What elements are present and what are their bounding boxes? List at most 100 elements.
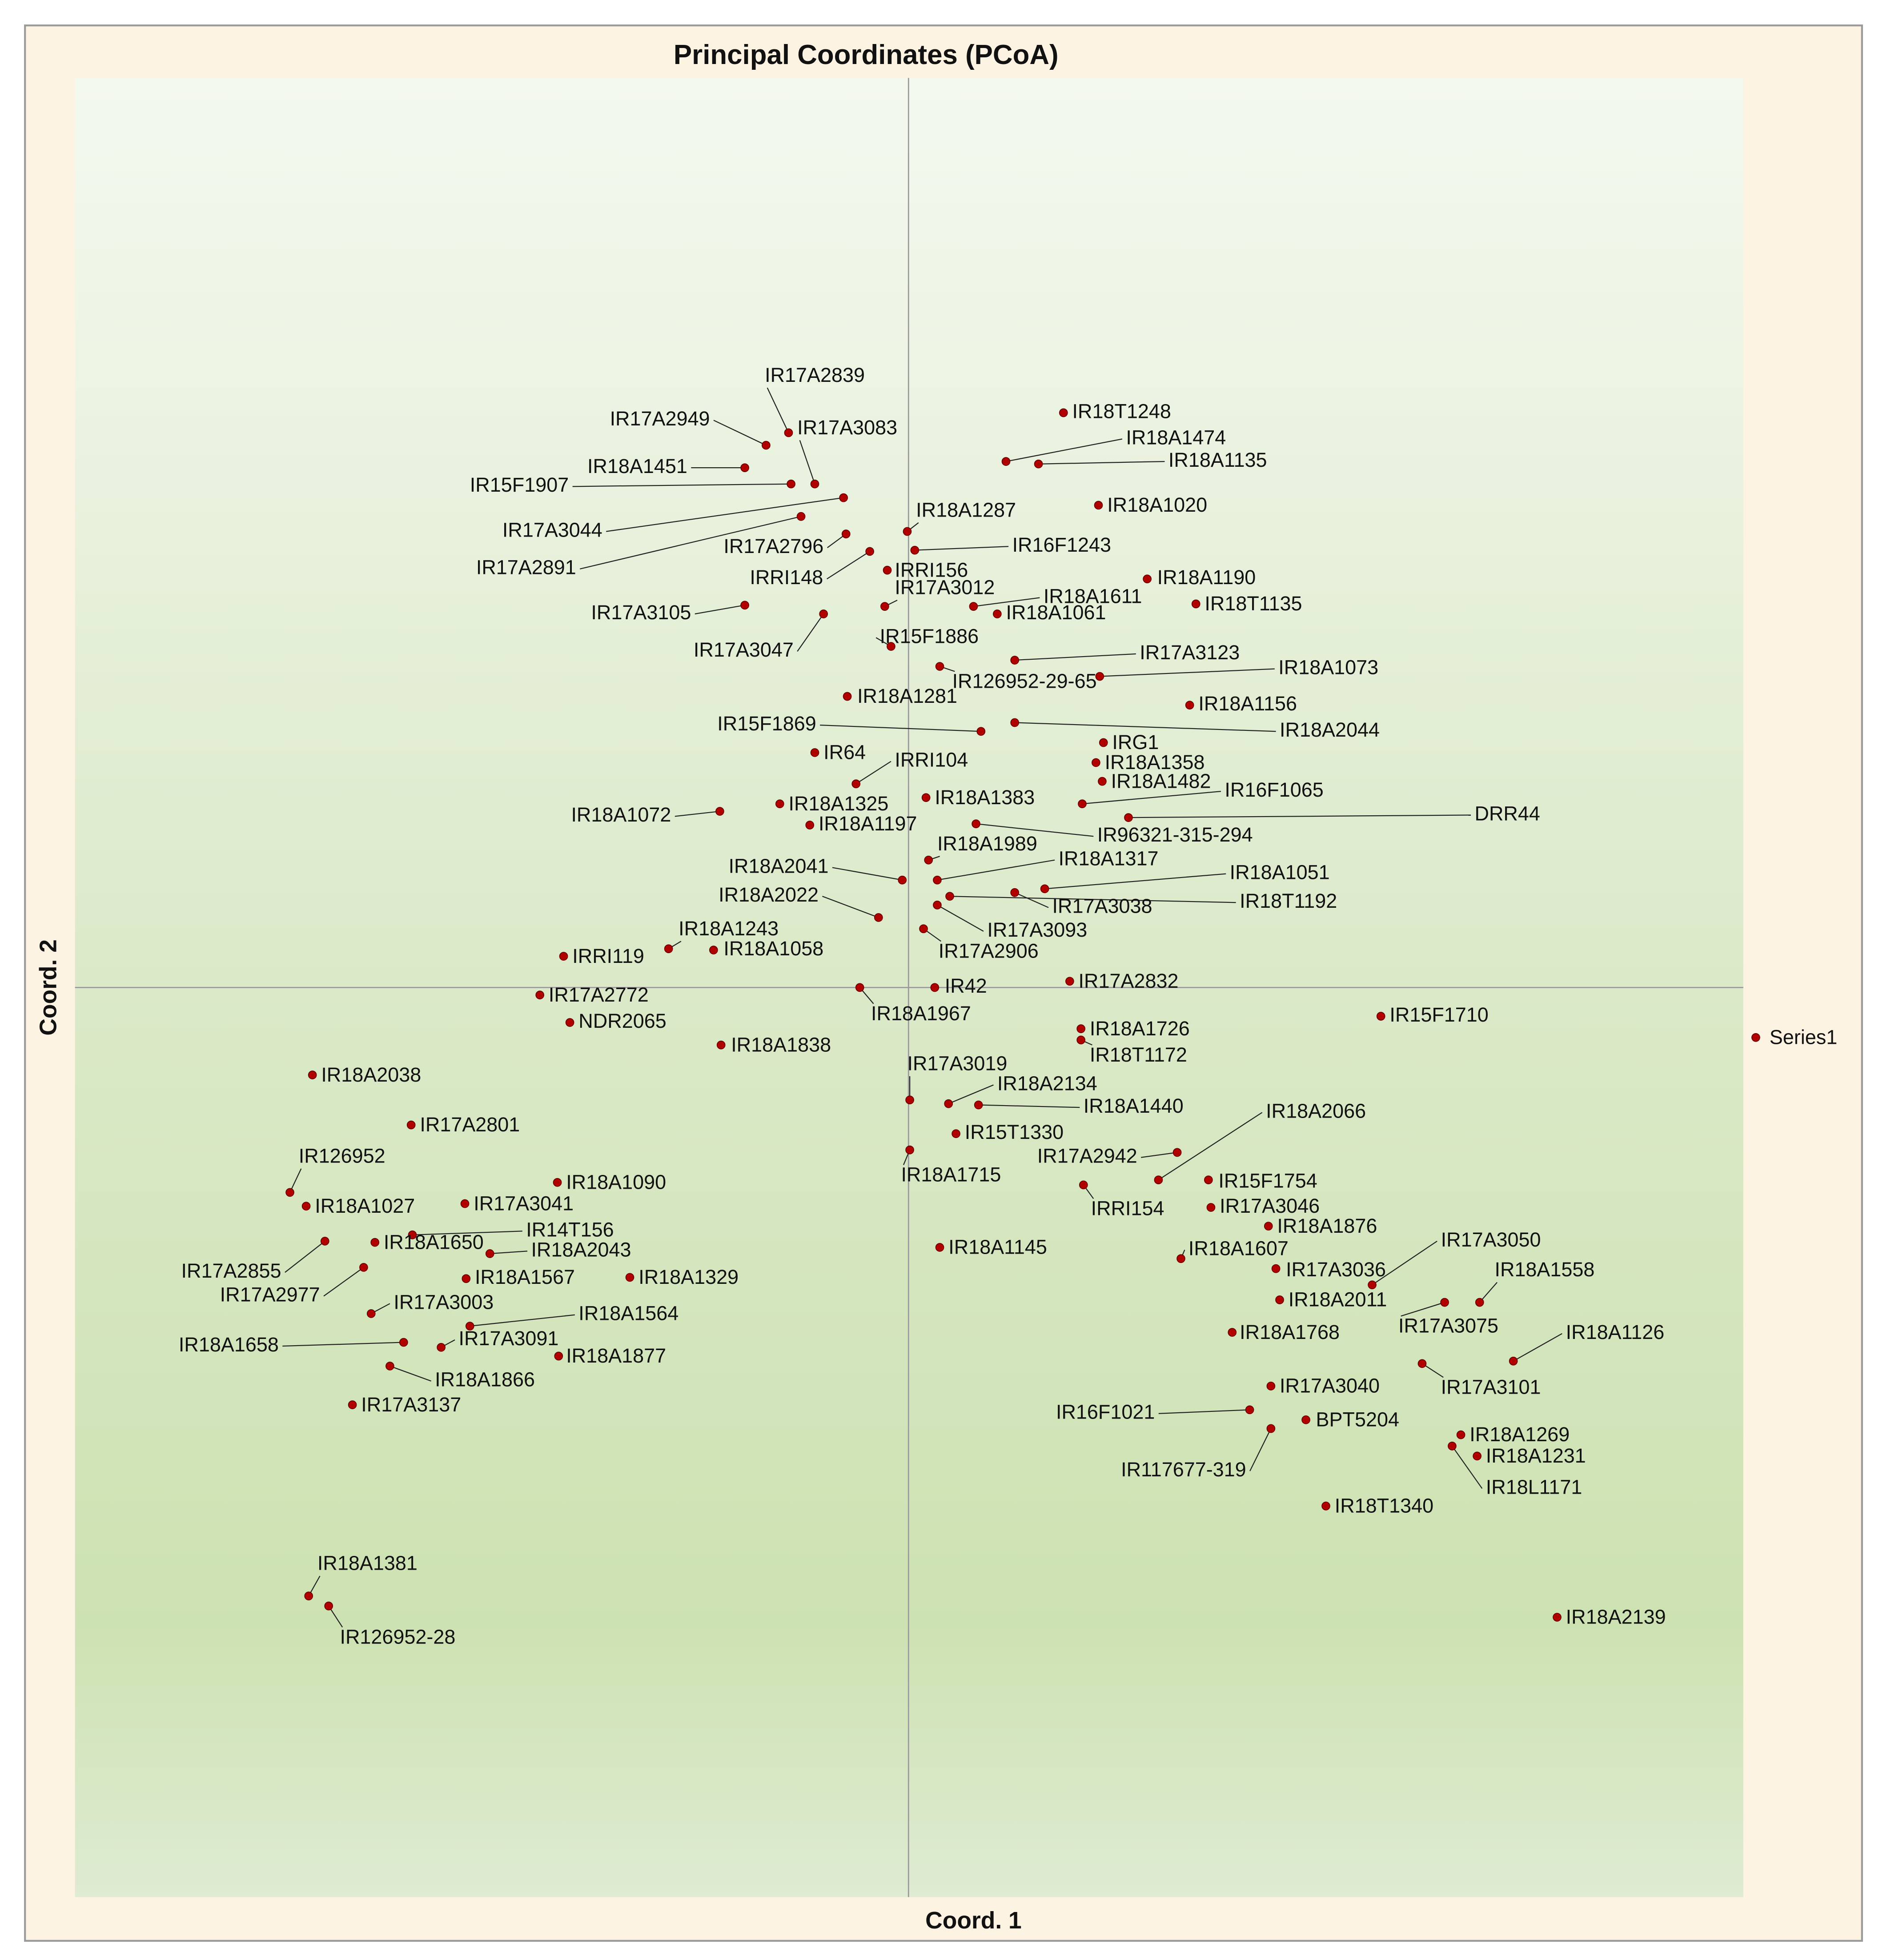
data-point [762, 441, 771, 450]
data-point [1034, 459, 1043, 469]
data-point [910, 545, 919, 555]
point-label: IR18A1611 [1044, 585, 1142, 607]
point-label: IR18A1073 [1278, 656, 1378, 679]
point-label: IR18A1027 [315, 1194, 415, 1217]
data-point [359, 1263, 368, 1272]
leader-line [1044, 873, 1226, 890]
leader-line [1249, 1428, 1272, 1471]
point-label: IR17A3091 [458, 1327, 558, 1350]
data-point [460, 1199, 470, 1208]
data-point [399, 1338, 408, 1347]
point-label: IR18A1281 [857, 685, 957, 707]
leader-line [1451, 1446, 1483, 1489]
point-label: IR18A1482 [1111, 770, 1211, 792]
data-point [1204, 1175, 1213, 1185]
leader-line [797, 613, 824, 652]
leader-line [1141, 1152, 1177, 1158]
point-label: IR18T1172 [1090, 1043, 1187, 1066]
leader-line [1158, 1409, 1250, 1414]
point-label: IRRI156 [895, 558, 968, 581]
point-label: IR17A2977 [220, 1283, 320, 1306]
point-label: IR17A2949 [610, 407, 710, 430]
point-label: IR17A3050 [1441, 1228, 1541, 1251]
data-point [1143, 574, 1152, 584]
point-label: IR18A2139 [1566, 1606, 1666, 1628]
data-point [740, 601, 749, 610]
point-label: IR17A3038 [1052, 894, 1152, 917]
leader-line [412, 1231, 522, 1235]
leader-line [978, 1104, 1080, 1108]
point-label: IR18A1989 [937, 832, 1037, 855]
point-label: IR18A1058 [723, 937, 823, 960]
point-label: IR18A1967 [871, 1002, 971, 1025]
data-point [1154, 1175, 1163, 1185]
data-point [1040, 884, 1049, 894]
point-label: IR17A2801 [420, 1113, 520, 1136]
point-label: IR15F1907 [470, 473, 569, 496]
data-point [952, 1129, 960, 1138]
point-label: BPT5204 [1316, 1408, 1399, 1431]
data-point [1095, 672, 1104, 681]
data-point [348, 1400, 357, 1409]
data-point [1059, 408, 1068, 417]
data-point [905, 1095, 914, 1105]
leader-line [1401, 1302, 1445, 1317]
data-point [819, 609, 828, 618]
data-point [810, 748, 819, 757]
point-label: IR18A1650 [384, 1231, 484, 1253]
point-label: IR18A2044 [1280, 718, 1380, 741]
point-label: IR18A2011 [1289, 1288, 1387, 1311]
data-point [1191, 599, 1200, 609]
point-label: IR18A1197 [819, 812, 917, 835]
point-label: IR18A1269 [1469, 1423, 1570, 1446]
data-point [974, 1100, 983, 1110]
point-label: IR18A1325 [788, 792, 888, 815]
point-label: IR42 [945, 974, 987, 997]
point-label: IR18A2038 [321, 1063, 421, 1086]
point-label: IR18T1340 [1335, 1494, 1433, 1517]
data-point [944, 1099, 953, 1108]
data-point [304, 1591, 313, 1600]
point-label: IR18A1329 [638, 1266, 739, 1288]
point-label: IR18A2043 [531, 1238, 631, 1261]
data-point [784, 428, 793, 437]
point-label: IR126952 [299, 1144, 385, 1167]
data-point [553, 1178, 562, 1187]
point-label: IR18A1558 [1494, 1258, 1594, 1281]
point-label: IR17A3083 [797, 416, 897, 439]
point-label: IR18A1090 [566, 1171, 666, 1194]
data-point [1473, 1451, 1481, 1461]
point-label: IR17A2772 [549, 983, 649, 1006]
point-label: IR126952-28 [340, 1626, 455, 1648]
x-axis-label: Coord. 1 [925, 1908, 1022, 1934]
data-point [1185, 701, 1194, 710]
point-label: IR18T1135 [1204, 592, 1302, 615]
data-point [805, 821, 815, 830]
leader-line [282, 1342, 404, 1347]
point-label: IR17A3003 [393, 1291, 494, 1313]
point-label: IR18A2066 [1266, 1099, 1366, 1122]
leader-line [915, 546, 1009, 551]
point-label: IRRI104 [895, 749, 968, 771]
leader-line [490, 1251, 528, 1255]
point-label: IR18A1866 [435, 1368, 535, 1391]
point-label: IR15F1886 [880, 625, 979, 647]
leader-line [1082, 790, 1221, 805]
data-point [1321, 1501, 1330, 1511]
data-point [1376, 1012, 1385, 1021]
leader-line [822, 896, 879, 918]
data-point [841, 529, 851, 538]
leader-line [948, 1084, 994, 1104]
point-label: IR117677-319 [1121, 1458, 1246, 1481]
point-label: IR18A1287 [916, 498, 1016, 521]
point-label: IR17A2891 [476, 556, 576, 579]
point-label: IR17A3040 [1280, 1375, 1380, 1397]
data-point [715, 807, 724, 816]
point-label: IR17A2832 [1079, 970, 1179, 992]
data-point [406, 1120, 416, 1130]
data-point [709, 946, 718, 954]
point-label: IR18A1440 [1084, 1094, 1184, 1117]
point-label: IR17A2839 [765, 364, 865, 386]
data-point [716, 1040, 726, 1050]
